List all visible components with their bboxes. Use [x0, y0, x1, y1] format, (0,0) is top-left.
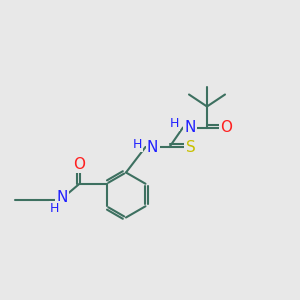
Text: O: O [220, 120, 232, 135]
Text: O: O [74, 157, 86, 172]
Text: H: H [170, 117, 179, 130]
Text: H: H [50, 202, 59, 215]
Text: H: H [133, 137, 142, 151]
Text: N: N [184, 120, 196, 135]
Text: S: S [186, 140, 195, 154]
Text: N: N [57, 190, 68, 205]
Text: N: N [147, 140, 158, 154]
